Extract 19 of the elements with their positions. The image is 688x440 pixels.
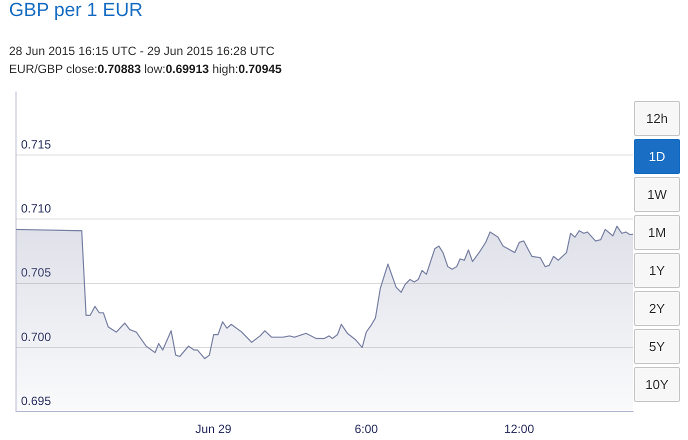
chart-title: GBP per 1 EUR — [9, 0, 143, 22]
y-tick-label: 0.695 — [21, 394, 52, 408]
text: 1Y — [634, 253, 680, 288]
x-tick-label: 6:00 — [354, 422, 378, 436]
y-tick-label: 0.710 — [21, 202, 52, 216]
y-tick-label: 0.705 — [21, 266, 52, 280]
text: 2Y — [634, 291, 680, 326]
text: 10Y — [634, 367, 680, 402]
text: EUR/GBP close:0.70883 low:0.69913 high:0.70945 — [9, 62, 282, 76]
text: 5Y — [634, 329, 680, 364]
text: 1W — [634, 177, 680, 212]
y-tick-label: 0.715 — [21, 137, 52, 152]
text: 1M — [634, 215, 680, 250]
y-tick-label: 0.700 — [21, 330, 52, 344]
text: 1D — [634, 139, 680, 174]
chart-subtitle: 28 Jun 2015 16:15 UTC - 29 Jun 2015 16:28 UTC — [9, 44, 274, 58]
x-tick-label: 12:00 — [504, 422, 534, 436]
x-tick-label: Jun 29 — [195, 422, 232, 436]
text: 12h — [634, 101, 680, 136]
